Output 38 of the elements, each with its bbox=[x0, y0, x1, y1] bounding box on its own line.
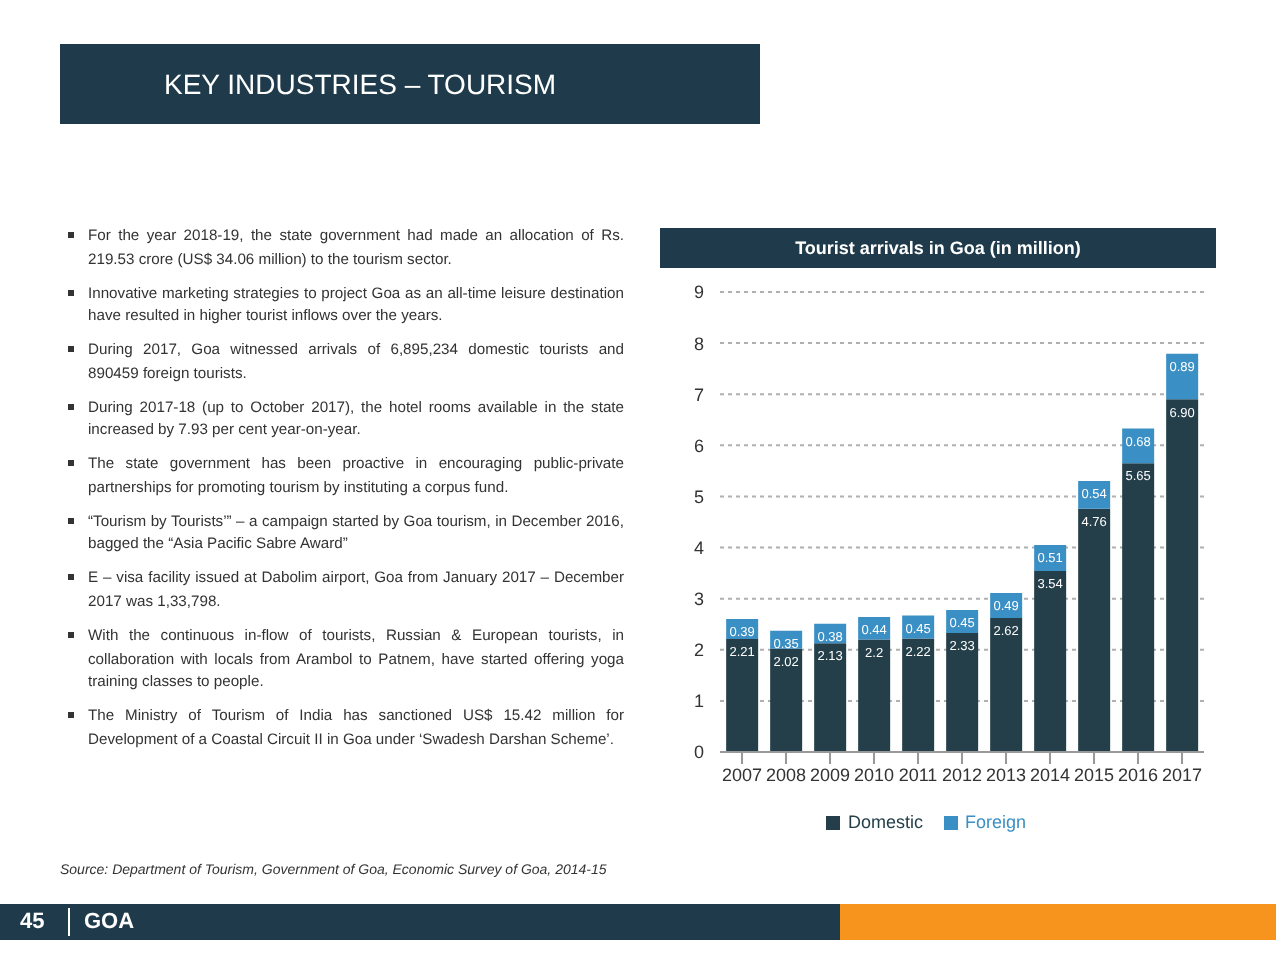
x-tick-label: 2007 bbox=[721, 764, 763, 785]
text: GOA bbox=[84, 908, 135, 938]
y-tick-label: 6 bbox=[693, 435, 704, 456]
bar bbox=[1078, 508, 1111, 752]
bar bbox=[726, 639, 759, 752]
x-tick-label: 2009 bbox=[809, 764, 851, 785]
y-tick-label: 2 bbox=[693, 640, 704, 661]
y-tick-label: 9 bbox=[693, 282, 704, 303]
x-tick-label: 2015 bbox=[1073, 764, 1115, 785]
chart-title: Tourist arrivals in Goa (in million) bbox=[660, 228, 1216, 268]
y-tick-label: 4 bbox=[693, 537, 704, 558]
text: 45 bbox=[20, 908, 45, 938]
bar bbox=[1166, 399, 1199, 752]
bar bbox=[990, 618, 1023, 752]
text: KEY INDUSTRIES – TOURISM bbox=[60, 44, 760, 124]
bar bbox=[1034, 571, 1067, 752]
y-tick-label: 5 bbox=[693, 486, 704, 507]
x-tick-label: 2014 bbox=[1029, 764, 1071, 785]
bar bbox=[946, 632, 979, 752]
x-tick-label: 2017 bbox=[1161, 764, 1203, 785]
y-tick-label: 1 bbox=[693, 691, 704, 712]
legend-label: Domestic bbox=[847, 812, 923, 832]
bar bbox=[814, 643, 847, 752]
x-tick-label: 2011 bbox=[898, 764, 938, 785]
bar bbox=[902, 638, 935, 752]
x-tick-label: 2016 bbox=[1117, 764, 1159, 785]
bar bbox=[858, 639, 891, 752]
bar bbox=[770, 648, 803, 752]
legend-label: Foreign bbox=[965, 812, 1027, 832]
x-tick-label: 2013 bbox=[985, 764, 1027, 785]
x-tick-label: 2010 bbox=[853, 764, 895, 785]
y-tick-label: 8 bbox=[693, 333, 704, 354]
y-tick-label: 3 bbox=[693, 589, 704, 610]
y-tick-label: 0 bbox=[693, 742, 704, 763]
x-tick-label: 2008 bbox=[765, 764, 807, 785]
y-tick-label: 7 bbox=[693, 384, 704, 405]
bar bbox=[1122, 463, 1155, 752]
x-tick-label: 2012 bbox=[941, 764, 983, 785]
